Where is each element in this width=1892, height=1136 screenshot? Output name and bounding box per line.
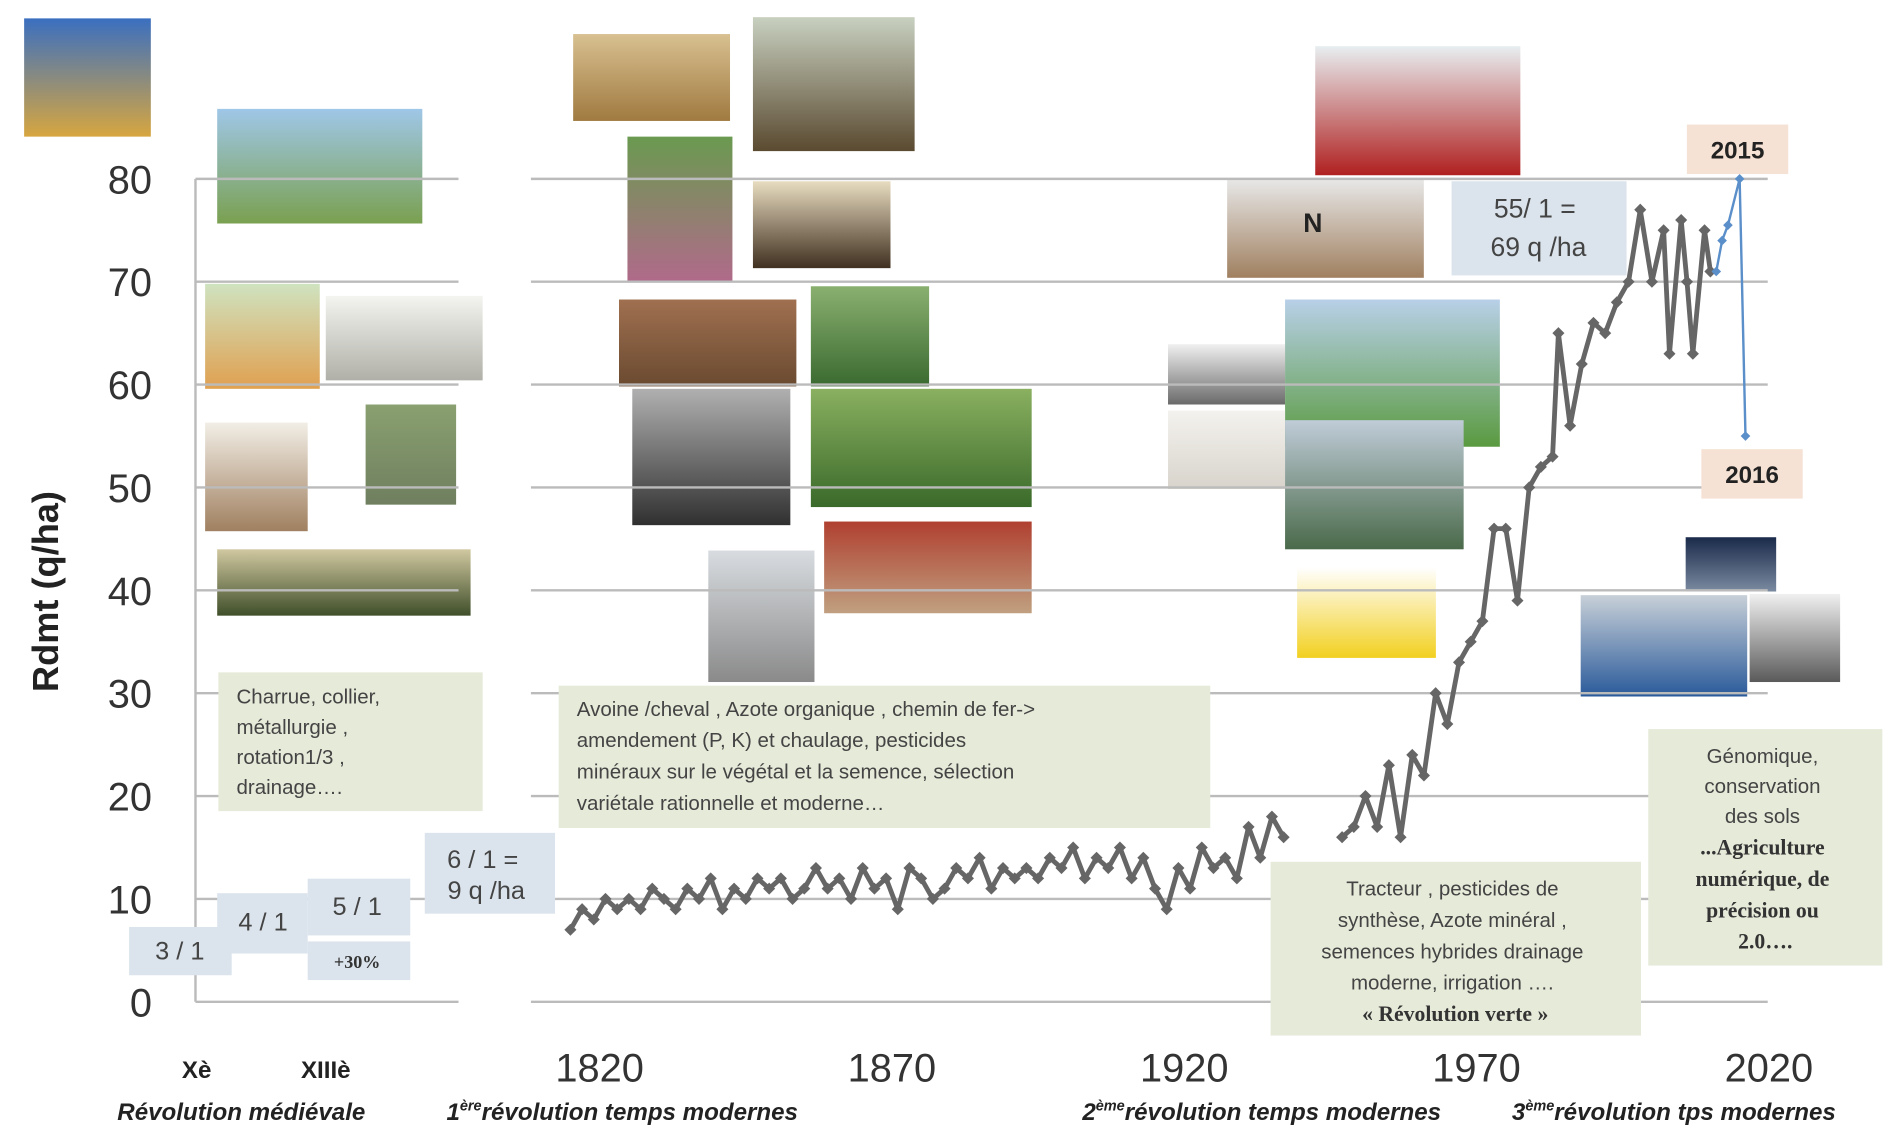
photo — [205, 423, 308, 532]
photo — [708, 551, 814, 683]
photo — [24, 18, 151, 136]
annotation: 5 / 1 — [333, 893, 382, 921]
annotation-line: 6 / 1 = — [447, 846, 518, 874]
y-axis-label: Rdmt (q/ha) — [25, 491, 66, 692]
y-tick-label: 50 — [108, 467, 152, 511]
annotation-line: 2.0…. — [1738, 930, 1792, 954]
x-tick-label: XIIIè — [301, 1057, 351, 1084]
era-sup: ème — [1096, 1098, 1125, 1114]
photo — [1315, 46, 1520, 175]
photo — [1168, 344, 1285, 404]
photo — [753, 181, 891, 268]
photo — [811, 286, 929, 386]
y-tick-label: 80 — [108, 158, 152, 202]
era-label: 2èmerévolution temps modernes — [1081, 1098, 1441, 1126]
photo — [205, 284, 320, 389]
annotation-line: « Révolution verte » — [1362, 1002, 1548, 1026]
annotation-line: drainage…. — [237, 776, 343, 799]
annotation-line: moderne, irrigation …. — [1351, 972, 1554, 995]
annotation-line: Charrue, collier, — [237, 686, 381, 709]
photo — [1285, 420, 1464, 549]
era-text: révolution temps modernes — [482, 1099, 798, 1126]
era-label: Révolution médiévale — [117, 1099, 365, 1126]
annotation: 3 / 1 — [155, 938, 204, 966]
era-text: révolution temps modernes — [1125, 1099, 1441, 1126]
photo — [1297, 567, 1436, 657]
y-tick-label: 40 — [108, 570, 152, 614]
x-tick-label: 1820 — [555, 1046, 644, 1090]
annotation-line: minéraux sur le végétal et la semence, s… — [577, 761, 1015, 784]
x-tick-label: 1970 — [1432, 1046, 1521, 1090]
era-ordinal: 3 — [1512, 1099, 1526, 1126]
photo — [811, 389, 1032, 507]
y-tick-label: 60 — [108, 364, 152, 408]
annotation-line: amendement (P, K) et chaulage, pesticide… — [577, 729, 966, 752]
x-tick-label: 1870 — [848, 1046, 937, 1090]
annotation: 2016 — [1725, 462, 1779, 489]
photo-text: N — [1303, 208, 1322, 238]
annotation-line: 55/ 1 = — [1494, 193, 1576, 223]
photo — [619, 300, 796, 387]
era-text: Révolution médiévale — [117, 1099, 365, 1126]
annotation-line: synthèse, Azote minéral , — [1338, 909, 1567, 932]
era-sup: ème — [1525, 1098, 1554, 1114]
y-tick-label: 20 — [108, 776, 152, 820]
photo — [824, 522, 1032, 614]
annotation-line: ...Agriculture — [1700, 836, 1825, 860]
annotation-line: Avoine /cheval , Azote organique , chemi… — [577, 698, 1035, 721]
x-tick-label: 2020 — [1725, 1046, 1814, 1090]
y-tick-label: 70 — [108, 261, 152, 305]
annotation-line: variétale rationnelle et moderne… — [577, 792, 885, 815]
photo — [366, 405, 456, 505]
annotation-line: des sols — [1725, 805, 1800, 828]
photo — [1686, 537, 1776, 591]
photo — [1750, 594, 1840, 682]
era-ordinal: 2 — [1081, 1099, 1096, 1126]
photo — [1168, 411, 1285, 489]
annotation-line: Génomique, — [1707, 745, 1819, 768]
photo — [753, 17, 915, 151]
annotation-line: rotation1/3 , — [237, 746, 345, 769]
era-text: révolution tps modernes — [1554, 1099, 1836, 1126]
photo — [632, 389, 790, 525]
era-label: 3èmerévolution tps modernes — [1512, 1098, 1836, 1126]
y-tick-label: 10 — [108, 878, 152, 922]
photo — [217, 549, 470, 615]
photo — [1227, 179, 1424, 278]
annotation: 4 / 1 — [238, 909, 287, 937]
annotation-line: Tracteur , pesticides de — [1346, 878, 1558, 901]
annotation-line: 69 q /ha — [1491, 232, 1587, 262]
era-sup: ère — [460, 1098, 482, 1114]
annotation-line: conservation — [1704, 775, 1820, 798]
photo — [573, 34, 730, 121]
annotation-line: métallurgie , — [237, 716, 349, 739]
annotation-line: numérique, de — [1696, 867, 1830, 891]
annotation-line: semences hybrides drainage — [1321, 940, 1583, 963]
annotation-line: 9 q /ha — [448, 877, 526, 905]
x-tick-label: 1920 — [1140, 1046, 1229, 1090]
annotation-line: précision ou — [1706, 898, 1819, 922]
photo — [627, 137, 732, 282]
y-tick-label: 0 — [130, 981, 152, 1025]
photo — [217, 109, 422, 224]
era-ordinal: 1 — [446, 1099, 459, 1126]
annotation: 2015 — [1711, 137, 1765, 164]
x-tick-label: Xè — [182, 1057, 212, 1084]
era-label: 1èrerévolution temps modernes — [446, 1098, 798, 1126]
photo — [326, 296, 483, 380]
chart: 0 10 20 30 40 50 60 70 80 1820 1870 1920 1970 2020 Xè X… — [0, 0, 1892, 1136]
y-tick-label: 30 — [108, 673, 152, 717]
annotation: +30% — [334, 952, 380, 972]
photo — [1581, 595, 1748, 696]
